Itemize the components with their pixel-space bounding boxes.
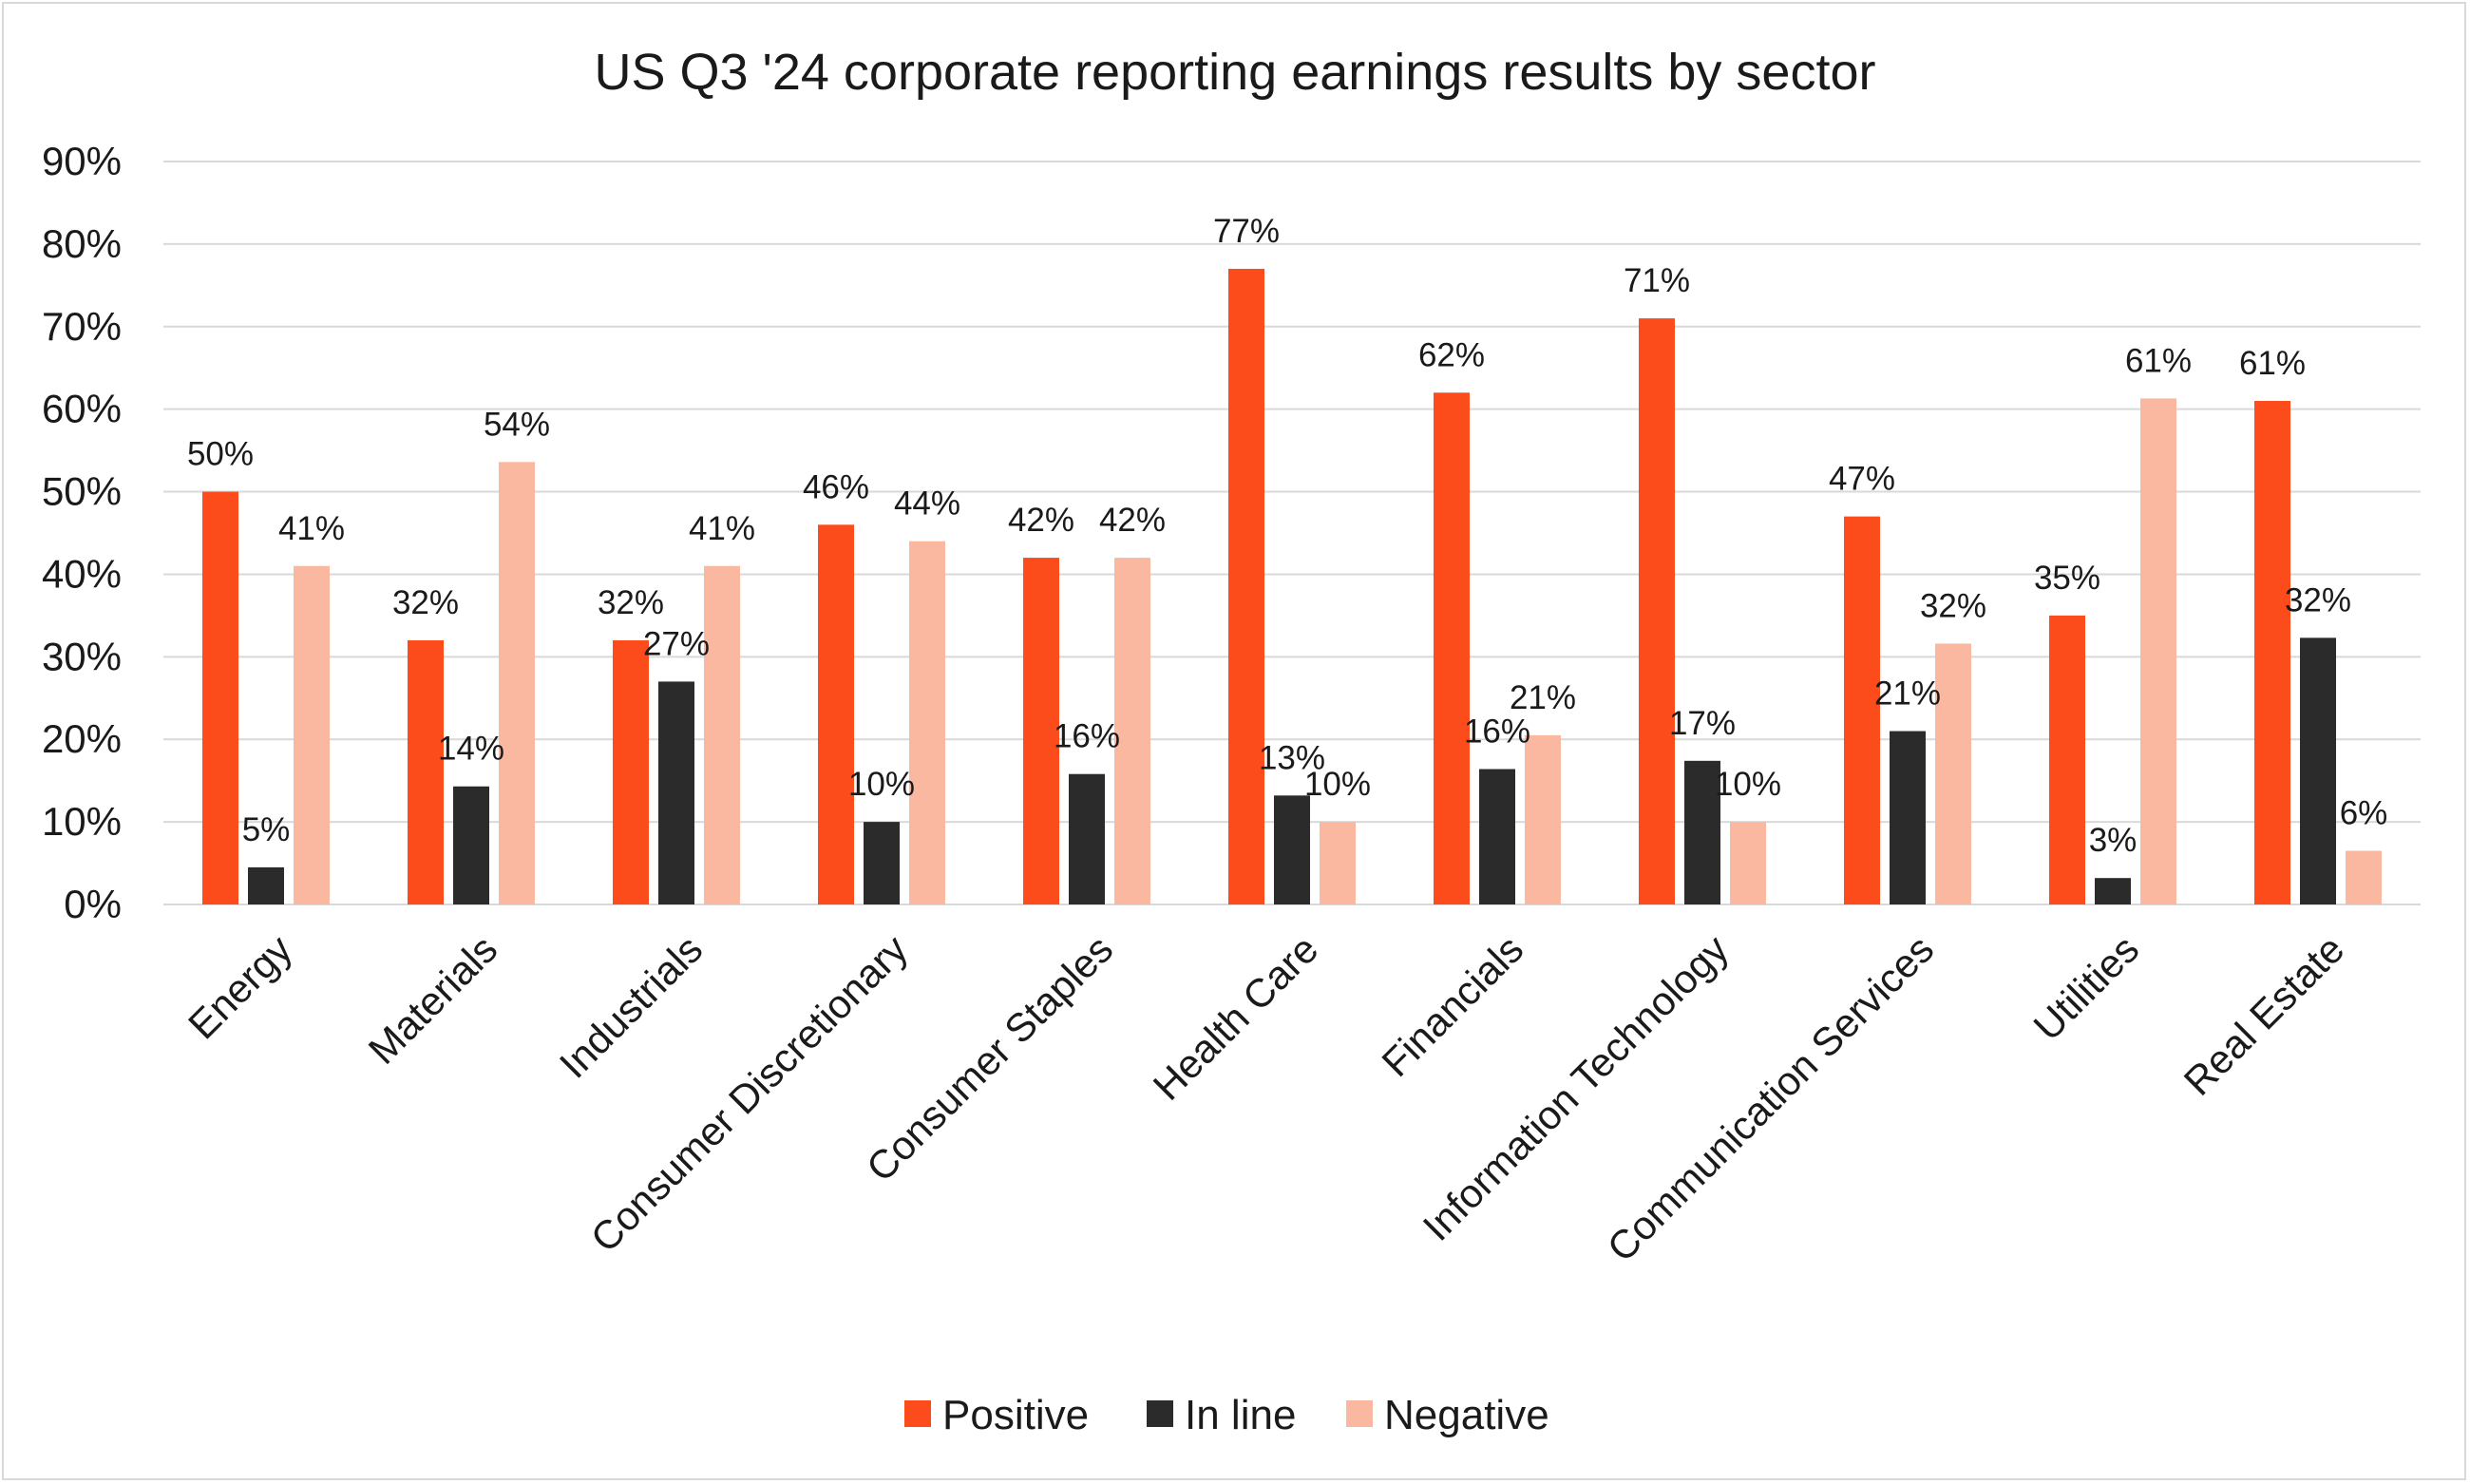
y-tick-label: 50%: [42, 469, 122, 514]
bar-negative: [2346, 850, 2382, 904]
y-tick-label: 0%: [64, 882, 122, 926]
data-label: 47%: [1829, 461, 1895, 498]
data-label: 61%: [2125, 342, 2192, 379]
data-label: 50%: [187, 436, 254, 473]
bars: [202, 268, 2382, 905]
category-label: Health Care: [1145, 926, 1327, 1109]
bar-in-line: [864, 822, 900, 904]
bar-in-line: [1479, 769, 1515, 904]
bar-negative: [704, 565, 740, 904]
bar-in-line: [1069, 773, 1105, 904]
data-label: 13%: [1259, 739, 1325, 776]
category-label: Energy: [180, 926, 300, 1047]
y-tick-label: 90%: [42, 139, 122, 183]
data-labels: 50% 5% 41% 32% 14% 54% 32% 27% 41% 46% 10% 44% 42% 16…: [187, 213, 2387, 859]
data-label: 5%: [242, 811, 291, 848]
data-label: 32%: [2285, 581, 2351, 618]
bar-negative: [2140, 398, 2176, 905]
bar-positive: [818, 524, 854, 904]
bar-negative: [1730, 822, 1766, 904]
data-label: 32%: [392, 584, 459, 621]
category-label: Financials: [1373, 926, 1531, 1085]
data-label: 41%: [689, 510, 755, 547]
bar-negative: [1935, 643, 1971, 904]
data-label: 44%: [894, 485, 960, 523]
legend-label-in-line: In line: [1185, 1392, 1296, 1438]
data-label: 61%: [2239, 345, 2306, 382]
data-label: 21%: [1874, 675, 1941, 713]
bar-negative: [1525, 734, 1561, 904]
y-tick-label: 40%: [42, 551, 122, 596]
data-label: 77%: [1213, 213, 1280, 250]
y-tick-label: 60%: [42, 387, 122, 431]
bar-in-line: [1274, 795, 1310, 904]
bar-in-line: [2095, 878, 2131, 904]
gridlines: [163, 161, 2421, 905]
bar-negative: [499, 462, 535, 904]
legend-swatch-in-line: [1147, 1400, 1173, 1427]
data-label: 10%: [848, 766, 915, 803]
category-label: Real Estate: [2176, 926, 2353, 1104]
data-label: 3%: [2089, 822, 2138, 859]
y-tick-label: 20%: [42, 716, 122, 761]
data-label: 10%: [1715, 766, 1781, 803]
data-label: 27%: [643, 625, 710, 662]
data-label: 10%: [1304, 766, 1371, 803]
category-label: Industrials: [551, 926, 712, 1087]
data-label: 32%: [598, 584, 664, 621]
y-axis-ticks: 0% 10% 20% 30% 40% 50% 60% 70% 80% 90%: [42, 139, 122, 926]
y-tick-label: 80%: [42, 221, 122, 266]
data-label: 71%: [1624, 262, 1690, 299]
bar-negative: [1114, 558, 1150, 904]
legend-swatch-positive: [904, 1400, 931, 1427]
category-label: Communication Services: [1599, 926, 1943, 1270]
legend-swatch-negative: [1346, 1400, 1373, 1427]
bar-positive: [408, 639, 444, 904]
bar-positive: [1228, 268, 1264, 904]
bar-in-line: [2300, 637, 2336, 904]
data-label: 14%: [438, 731, 504, 768]
data-label: 42%: [1099, 502, 1166, 539]
legend: Positive In line Negative: [904, 1392, 1549, 1438]
data-label: 41%: [278, 510, 345, 547]
bar-positive: [2049, 615, 2085, 904]
category-label: Utilities: [2024, 926, 2147, 1049]
data-label: 32%: [1920, 587, 1986, 624]
data-label: 62%: [1418, 336, 1485, 373]
data-label: 35%: [2034, 560, 2100, 597]
y-tick-label: 30%: [42, 634, 122, 678]
data-label: 17%: [1669, 705, 1736, 742]
bar-in-line: [1684, 760, 1720, 904]
category-label: Materials: [360, 926, 506, 1073]
data-label: 16%: [1464, 713, 1530, 751]
bar-in-line: [1890, 731, 1926, 904]
data-label: 6%: [2340, 795, 2388, 832]
bar-in-line: [248, 866, 284, 904]
data-label: 54%: [484, 406, 550, 443]
bar-positive: [613, 639, 649, 904]
bar-positive: [1639, 318, 1675, 905]
bar-positive: [1434, 392, 1470, 904]
data-label: 21%: [1510, 679, 1576, 716]
y-tick-label: 70%: [42, 304, 122, 349]
data-label: 16%: [1054, 718, 1120, 755]
bar-positive: [1023, 558, 1059, 904]
bar-negative: [909, 541, 945, 904]
bar-negative: [1320, 822, 1356, 904]
bar-positive: [202, 491, 238, 904]
data-label: 46%: [803, 468, 869, 505]
chart-title: US Q3 '24 corporate reporting earnings r…: [595, 44, 1876, 101]
legend-label-negative: Negative: [1384, 1392, 1549, 1438]
legend-label-positive: Positive: [942, 1392, 1089, 1438]
bar-negative: [294, 565, 330, 904]
data-label: 42%: [1008, 502, 1074, 539]
bar-in-line: [658, 681, 694, 904]
bar-in-line: [453, 786, 489, 904]
bar-positive: [2254, 400, 2290, 904]
bar-positive: [1844, 516, 1880, 904]
y-tick-label: 10%: [42, 799, 122, 844]
